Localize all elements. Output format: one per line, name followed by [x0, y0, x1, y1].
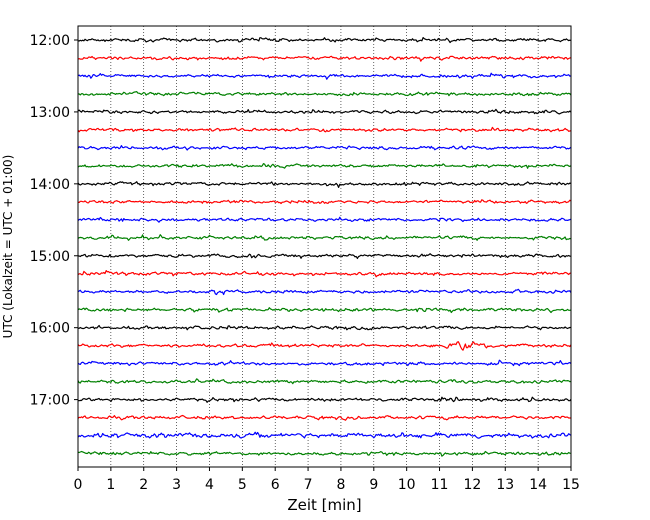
- plot-frame: [77, 25, 572, 468]
- x-tick-label: 15: [562, 477, 580, 493]
- seismogram-trace-1245: [77, 90, 572, 97]
- x-tick-label: 12: [463, 477, 481, 493]
- seismogram-trace-1215: [77, 55, 572, 62]
- seismogram-trace-1615: [77, 341, 572, 351]
- seismogram-trace-1545: [77, 307, 572, 314]
- seismogram-trace-1745: [77, 450, 572, 457]
- seismogram-trace-1445: [77, 234, 572, 241]
- y-tick-label: 16:00: [30, 321, 70, 337]
- y-axis-label: UTC (Lokalzeit = UTC + 01:00): [1, 155, 15, 339]
- x-tick-label: 14: [529, 477, 547, 493]
- seismogram-traces: [77, 36, 572, 457]
- seismogram-trace-1645: [77, 378, 572, 385]
- seismogram-trace-1730: [77, 431, 572, 439]
- seismogram-trace-1630: [77, 359, 572, 367]
- x-tick-label: 7: [304, 477, 313, 493]
- y-tick-label: 15:00: [30, 249, 70, 265]
- seismogram-trace-1400: [77, 181, 572, 188]
- x-axis-label: Zeit [min]: [287, 496, 361, 514]
- x-tick-label: 13: [496, 477, 514, 493]
- seismogram-trace-1300: [77, 108, 572, 115]
- x-tick-label: 9: [369, 477, 378, 493]
- seismogram-trace-1500: [77, 253, 572, 260]
- x-tick-label: 8: [336, 477, 345, 493]
- seismogram-trace-1315: [77, 126, 572, 133]
- x-tick-label: 1: [106, 477, 115, 493]
- x-tick-label: 11: [431, 477, 449, 493]
- seismogram-trace-1600: [78, 324, 571, 331]
- y-axis-ticks: 12:00 13:00 14:00 15:00 16:00 17:00: [30, 33, 78, 409]
- y-tick-label: 12:00: [30, 33, 70, 49]
- seismogram-trace-1715: [77, 414, 571, 421]
- seismogram-trace-1330: [77, 145, 572, 151]
- x-tick-label: 3: [172, 477, 181, 493]
- x-axis-ticks: 0 1 2 3 4 5 6 7 8 9 10 11 12 13 14 15: [74, 467, 580, 493]
- seismogram-trace-1515: [77, 270, 572, 278]
- y-tick-label: 14:00: [30, 177, 70, 193]
- seismogram-trace-1430: [77, 216, 572, 223]
- seismogram-trace-1230: [77, 72, 572, 80]
- x-tick-label: 6: [271, 477, 280, 493]
- seismogram-trace-1345: [77, 163, 572, 169]
- seismogram-trace-1530: [77, 288, 572, 296]
- x-tick-label: 0: [74, 477, 83, 493]
- x-tick-label: 10: [398, 477, 416, 493]
- x-tick-label: 5: [238, 477, 247, 493]
- seismogram-trace-1415: [77, 199, 572, 205]
- seismogram-trace-1200: [77, 36, 572, 44]
- y-tick-label: 13:00: [30, 105, 70, 121]
- seismogram-trace-1700: [77, 396, 572, 403]
- y-tick-label: 17:00: [30, 393, 70, 409]
- x-tick-label: 2: [139, 477, 148, 493]
- x-tick-label: 4: [205, 477, 214, 493]
